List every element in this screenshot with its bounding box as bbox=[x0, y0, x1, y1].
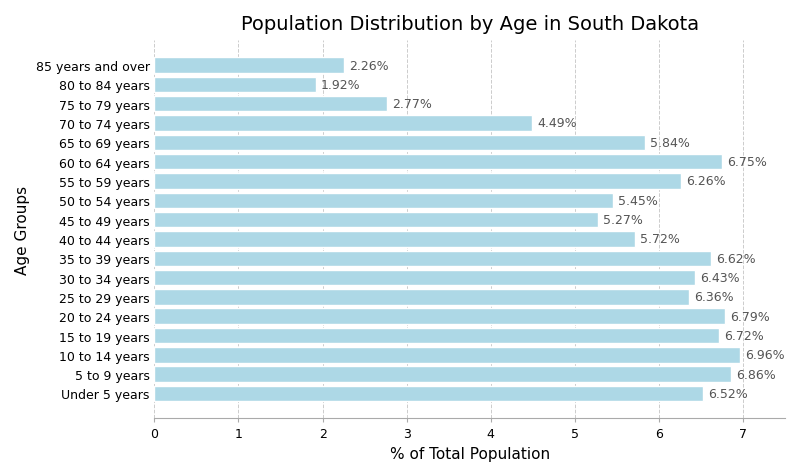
Text: 4.49%: 4.49% bbox=[537, 117, 577, 130]
Bar bbox=[154, 155, 722, 170]
Text: 6.96%: 6.96% bbox=[745, 348, 784, 362]
Bar bbox=[154, 135, 646, 151]
Bar bbox=[154, 270, 695, 286]
Text: 6.36%: 6.36% bbox=[694, 291, 734, 304]
X-axis label: % of Total Population: % of Total Population bbox=[390, 446, 550, 461]
Bar bbox=[154, 251, 711, 267]
Text: 6.79%: 6.79% bbox=[730, 310, 770, 323]
Bar bbox=[154, 289, 689, 305]
Text: 5.45%: 5.45% bbox=[618, 194, 658, 208]
Bar bbox=[154, 347, 739, 363]
Bar bbox=[154, 58, 345, 74]
Text: 6.86%: 6.86% bbox=[736, 368, 776, 381]
Text: 2.26%: 2.26% bbox=[350, 60, 389, 72]
Text: 6.62%: 6.62% bbox=[716, 252, 756, 265]
Bar bbox=[154, 386, 702, 401]
Text: 6.75%: 6.75% bbox=[727, 156, 767, 169]
Bar bbox=[154, 367, 731, 382]
Bar bbox=[154, 193, 613, 208]
Text: 6.43%: 6.43% bbox=[700, 271, 740, 285]
Title: Population Distribution by Age in South Dakota: Population Distribution by Age in South … bbox=[241, 15, 698, 34]
Bar bbox=[154, 78, 316, 93]
Text: 5.72%: 5.72% bbox=[640, 233, 680, 246]
Text: 6.52%: 6.52% bbox=[708, 387, 747, 400]
Bar bbox=[154, 212, 598, 228]
Text: 1.92%: 1.92% bbox=[321, 79, 361, 92]
Bar bbox=[154, 116, 532, 131]
Text: 5.84%: 5.84% bbox=[650, 137, 690, 149]
Text: 6.26%: 6.26% bbox=[686, 175, 726, 188]
Bar bbox=[154, 97, 387, 112]
Text: 5.27%: 5.27% bbox=[602, 214, 642, 227]
Bar bbox=[154, 174, 681, 189]
Text: 2.77%: 2.77% bbox=[392, 98, 432, 111]
Bar bbox=[154, 232, 635, 247]
Bar bbox=[154, 309, 726, 324]
Y-axis label: Age Groups: Age Groups bbox=[15, 185, 30, 274]
Text: 6.72%: 6.72% bbox=[725, 329, 764, 342]
Bar bbox=[154, 328, 719, 344]
